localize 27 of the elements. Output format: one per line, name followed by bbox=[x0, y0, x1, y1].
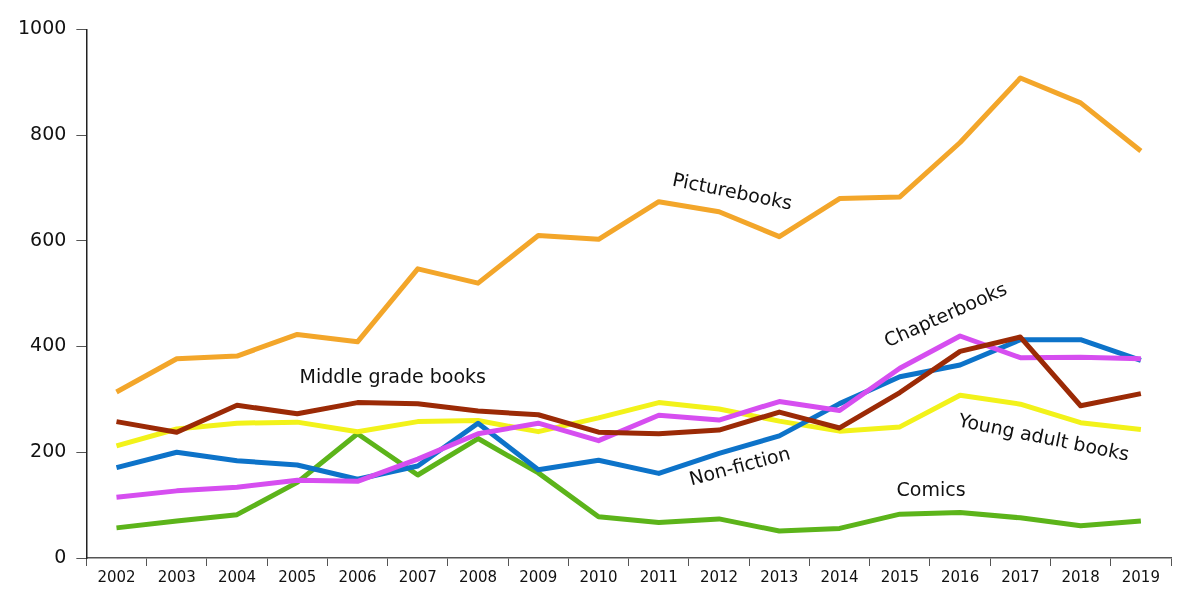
x-tick-label: 2012 bbox=[699, 567, 739, 586]
x-tick-label: 2014 bbox=[820, 567, 859, 586]
x-tick-label: 2003 bbox=[157, 567, 196, 586]
x-tick-label: 2010 bbox=[579, 567, 618, 586]
x-tick-label: 2016 bbox=[941, 567, 980, 586]
series-label: Middle grade books bbox=[299, 364, 486, 387]
text: Young adult books bbox=[955, 408, 1132, 465]
x-tick-label: 2002 bbox=[97, 567, 136, 586]
y-tick-label: 400 bbox=[30, 333, 67, 356]
y-tick-label: 1000 bbox=[17, 16, 67, 39]
x-tick-label: 2004 bbox=[217, 567, 257, 586]
x-tick-label: 2011 bbox=[639, 567, 678, 586]
x-tick-label: 2007 bbox=[398, 567, 437, 586]
x-tick-label: 2019 bbox=[1121, 567, 1160, 586]
x-tick-label: 2008 bbox=[458, 567, 498, 586]
x-tick-label: 2017 bbox=[1001, 567, 1040, 586]
x-tick-label: 2015 bbox=[880, 567, 919, 586]
y-tick-label: 600 bbox=[30, 227, 67, 250]
y-tick-label: 800 bbox=[30, 122, 67, 145]
series-label: Comics bbox=[896, 478, 966, 501]
x-tick-label: 2006 bbox=[338, 567, 377, 586]
x-tick-label: 2009 bbox=[519, 567, 558, 586]
y-tick-label: 200 bbox=[30, 439, 67, 462]
x-tick-label: 2018 bbox=[1061, 567, 1100, 586]
x-tick-label: 2013 bbox=[760, 567, 799, 586]
x-tick-label: 2005 bbox=[278, 567, 317, 586]
y-tick-label: 0 bbox=[54, 544, 67, 567]
